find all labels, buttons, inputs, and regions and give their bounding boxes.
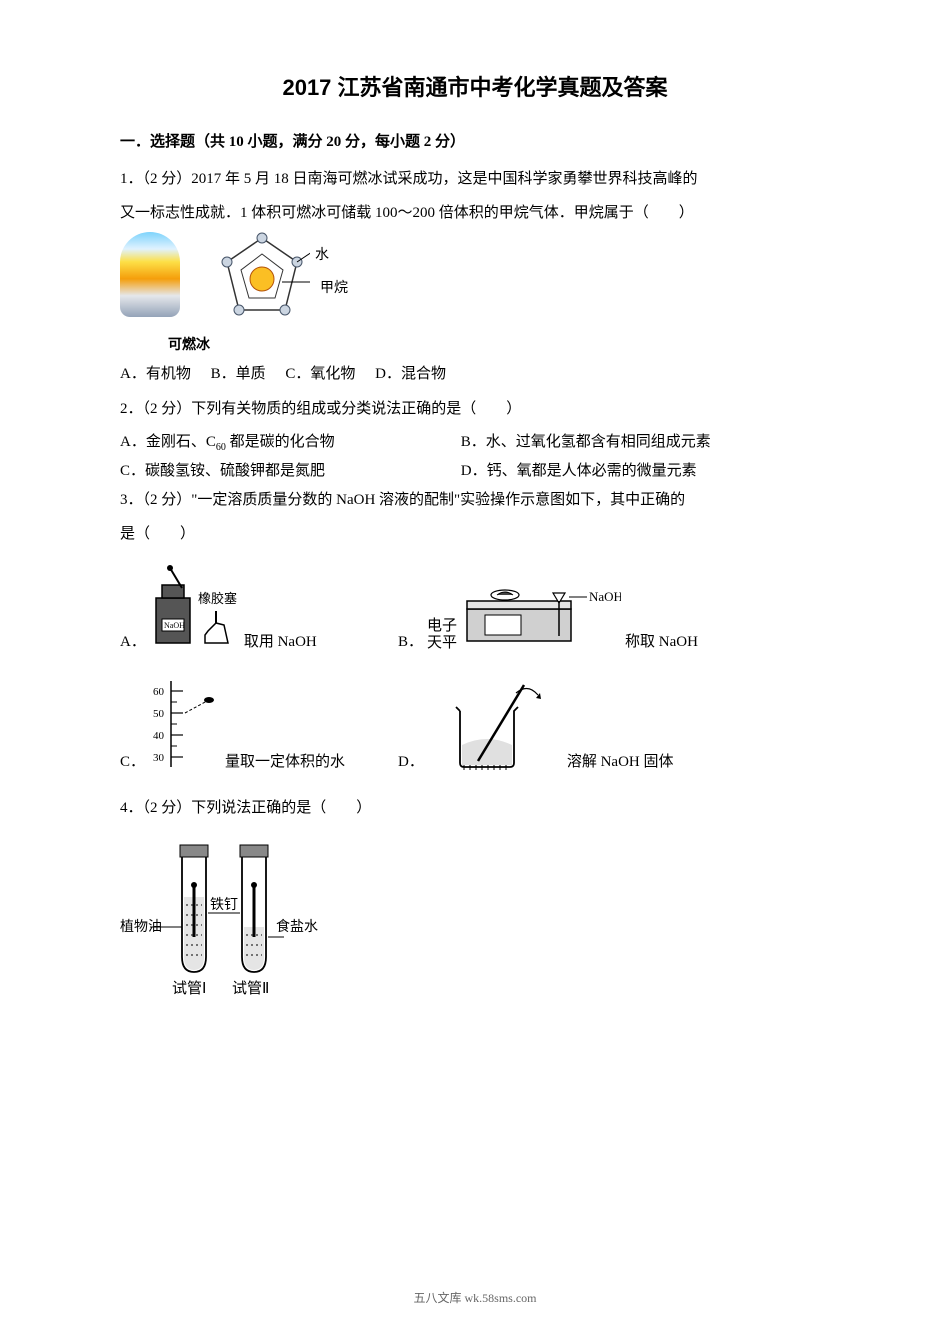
label-combustible-ice: 可燃冰 xyxy=(168,334,210,354)
naoh-bottle-label: NaOH xyxy=(164,621,185,630)
q3-letter-a: A． xyxy=(120,630,146,651)
q2-option-a: A．金刚石、C60 都是碳的化合物 xyxy=(120,428,461,457)
q3-stem-line1: 3．（2 分）"一定溶质质量分数的 NaOH 溶液的配制"实验操作示意图如下，其… xyxy=(120,485,830,515)
q3-row-cd: C． 60 50 40 30 量取一定体积的水 D． xyxy=(120,673,830,773)
q1-figure: 水 甲烷 可燃冰 xyxy=(120,232,830,356)
naoh-balance-label: NaOH xyxy=(589,589,621,604)
q2-a-pre: A．金刚石、C xyxy=(120,434,216,450)
q2-option-d: D．钙、氧都是人体必需的微量元素 xyxy=(461,457,830,486)
q1-stem-line1: 1．（2 分）2017 年 5 月 18 日南海可燃冰试采成功，这是中国科学家勇… xyxy=(120,164,830,194)
q2-options-row1: A．金刚石、C60 都是碳的化合物 B．水、过氧化氢都含有相同组成元素 xyxy=(120,428,830,457)
q2-option-c: C．碳酸氢铵、硫酸钾都是氮肥 xyxy=(120,457,461,486)
tick-50: 50 xyxy=(153,708,165,720)
tick-40: 40 xyxy=(153,730,165,742)
q1-options: A．有机物 B．单质 C．氧化物 D．混合物 xyxy=(120,360,830,389)
balance-label-2: 天平 xyxy=(427,635,457,651)
q3-cell-a: A． NaOH 橡胶塞 取用 NaOH xyxy=(120,563,398,653)
q4-figure: 植物油 铁钉 食盐水 试管Ⅰ 试管Ⅱ xyxy=(120,827,830,1003)
label-tube1: 试管Ⅰ xyxy=(172,980,206,997)
balance-label-1: 电子 xyxy=(427,618,457,634)
page-title: 2017 江苏省南通市中考化学真题及答案 xyxy=(120,70,830,102)
rubber-stopper-label: 橡胶塞 xyxy=(198,591,237,606)
cylinder-icon: 60 50 40 30 xyxy=(149,673,221,773)
q3-cell-b: B． 电子 天平 NaOH 称取 NaOH xyxy=(398,581,698,653)
bottle-icon: NaOH 橡胶塞 xyxy=(150,563,240,653)
tick-30: 30 xyxy=(153,752,165,764)
balance-icon: NaOH xyxy=(461,581,621,653)
beaker-icon xyxy=(428,673,563,773)
q3-text-c: 量取一定体积的水 xyxy=(225,750,345,771)
q4-stem: 4．（2 分）下列说法正确的是（ ） xyxy=(120,793,830,823)
label-methane: 甲烷 xyxy=(320,277,348,297)
q3-letter-c: C． xyxy=(120,750,145,771)
q2-option-b: B．水、过氧化氢都含有相同组成元素 xyxy=(461,428,830,457)
tick-60: 60 xyxy=(153,686,165,698)
label-nail: 铁钉 xyxy=(210,897,238,913)
q3-cell-d: D． 溶解 NaOH 固体 xyxy=(398,673,674,773)
q1-option-d: D．混合物 xyxy=(375,360,446,389)
q2-a-sub: 60 xyxy=(216,442,226,453)
q3-letter-d: D． xyxy=(398,750,424,771)
q3-text-a: 取用 NaOH xyxy=(244,630,317,651)
label-salt: 食盐水 xyxy=(276,918,318,935)
q3-stem-line2: 是（ ） xyxy=(120,519,830,549)
q3-text-d: 溶解 NaOH 固体 xyxy=(567,750,674,771)
flame-image xyxy=(120,232,180,317)
page-footer: 五八文库 wk.58sms.com xyxy=(0,1289,950,1306)
q2-a-post: 都是碳的化合物 xyxy=(226,434,335,450)
q3-letter-b: B． xyxy=(398,630,423,651)
label-oil: 植物油 xyxy=(120,919,162,935)
q1-option-a: A．有机物 xyxy=(120,360,191,389)
section-header: 一．选择题（共 10 小题，满分 20 分，每小题 2 分） xyxy=(120,130,830,151)
tubes-icon: 植物油 铁钉 食盐水 试管Ⅰ 试管Ⅱ xyxy=(120,827,320,1003)
q2-stem: 2．（2 分）下列有关物质的组成或分类说法正确的是（ ） xyxy=(120,394,830,424)
q3-figures: A． NaOH 橡胶塞 取用 NaOH B． 电子 天平 xyxy=(120,563,830,773)
q3-row-ab: A． NaOH 橡胶塞 取用 NaOH B． 电子 天平 xyxy=(120,563,830,653)
q1-option-b: B．单质 xyxy=(211,360,266,389)
q3-cell-c: C． 60 50 40 30 量取一定体积的水 xyxy=(120,673,398,773)
label-tube2: 试管Ⅱ xyxy=(232,980,269,997)
q2-options-row2: C．碳酸氢铵、硫酸钾都是氮肥 D．钙、氧都是人体必需的微量元素 xyxy=(120,457,830,486)
q1-stem-line2: 又一标志性成就．1 体积可燃冰可储载 100～200 倍体积的甲烷气体．甲烷属于… xyxy=(120,198,830,228)
q3-text-b: 称取 NaOH xyxy=(625,630,698,651)
q1-option-c: C．氧化物 xyxy=(285,360,355,389)
molecule-svg xyxy=(215,232,310,327)
molecule-image xyxy=(215,232,310,327)
label-water: 水 xyxy=(315,244,329,264)
